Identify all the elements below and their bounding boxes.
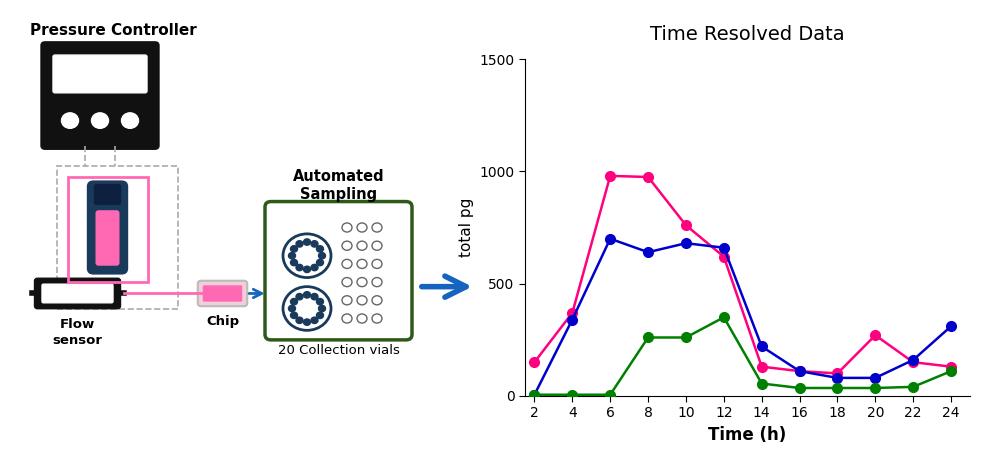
Circle shape (342, 314, 352, 323)
Circle shape (372, 296, 382, 305)
FancyBboxPatch shape (198, 281, 247, 306)
Circle shape (311, 293, 318, 300)
Circle shape (288, 305, 296, 312)
Text: Automated
Sampling: Automated Sampling (293, 169, 384, 202)
X-axis label: Time (h): Time (h) (708, 426, 787, 444)
Circle shape (372, 241, 382, 250)
Circle shape (357, 278, 367, 287)
Text: 20 Collection vials: 20 Collection vials (278, 344, 399, 358)
Circle shape (296, 264, 303, 271)
Circle shape (291, 298, 298, 305)
Y-axis label: total pg: total pg (459, 198, 474, 257)
Bar (57, 166, 178, 309)
FancyBboxPatch shape (94, 185, 120, 204)
Circle shape (296, 317, 303, 324)
Circle shape (372, 278, 382, 287)
Circle shape (304, 292, 310, 298)
Circle shape (288, 253, 296, 259)
Title: Time Resolved Data: Time Resolved Data (650, 25, 845, 44)
Circle shape (62, 113, 78, 128)
Circle shape (291, 259, 298, 266)
Bar (68, 177, 148, 282)
FancyBboxPatch shape (88, 181, 128, 274)
Circle shape (316, 259, 323, 266)
Circle shape (304, 239, 310, 245)
Circle shape (318, 253, 326, 259)
Circle shape (357, 296, 367, 305)
Circle shape (304, 319, 310, 325)
FancyBboxPatch shape (41, 42, 159, 149)
Circle shape (291, 312, 298, 318)
Text: Flow
sensor: Flow sensor (52, 318, 103, 347)
Circle shape (283, 287, 331, 330)
Circle shape (357, 241, 367, 250)
Circle shape (357, 223, 367, 232)
Circle shape (304, 266, 310, 273)
Circle shape (342, 241, 352, 250)
Circle shape (372, 259, 382, 268)
Circle shape (316, 298, 323, 305)
FancyBboxPatch shape (53, 55, 147, 93)
Text: Chip: Chip (206, 315, 239, 329)
Circle shape (283, 234, 331, 278)
Circle shape (296, 241, 303, 247)
Text: Pressure Controller: Pressure Controller (30, 23, 197, 38)
Circle shape (342, 296, 352, 305)
Circle shape (311, 241, 318, 247)
Circle shape (122, 113, 138, 128)
FancyBboxPatch shape (34, 278, 120, 308)
Circle shape (372, 223, 382, 232)
Circle shape (291, 246, 298, 252)
Circle shape (342, 259, 352, 268)
Circle shape (342, 223, 352, 232)
Circle shape (311, 264, 318, 271)
FancyBboxPatch shape (42, 284, 113, 303)
FancyBboxPatch shape (265, 202, 412, 340)
Circle shape (357, 259, 367, 268)
Circle shape (311, 317, 318, 324)
Circle shape (316, 312, 323, 318)
Circle shape (296, 293, 303, 300)
Circle shape (316, 246, 323, 252)
Circle shape (357, 314, 367, 323)
FancyBboxPatch shape (203, 285, 242, 302)
Circle shape (92, 113, 108, 128)
Circle shape (342, 278, 352, 287)
Circle shape (318, 305, 326, 312)
FancyBboxPatch shape (96, 210, 120, 266)
Circle shape (372, 314, 382, 323)
